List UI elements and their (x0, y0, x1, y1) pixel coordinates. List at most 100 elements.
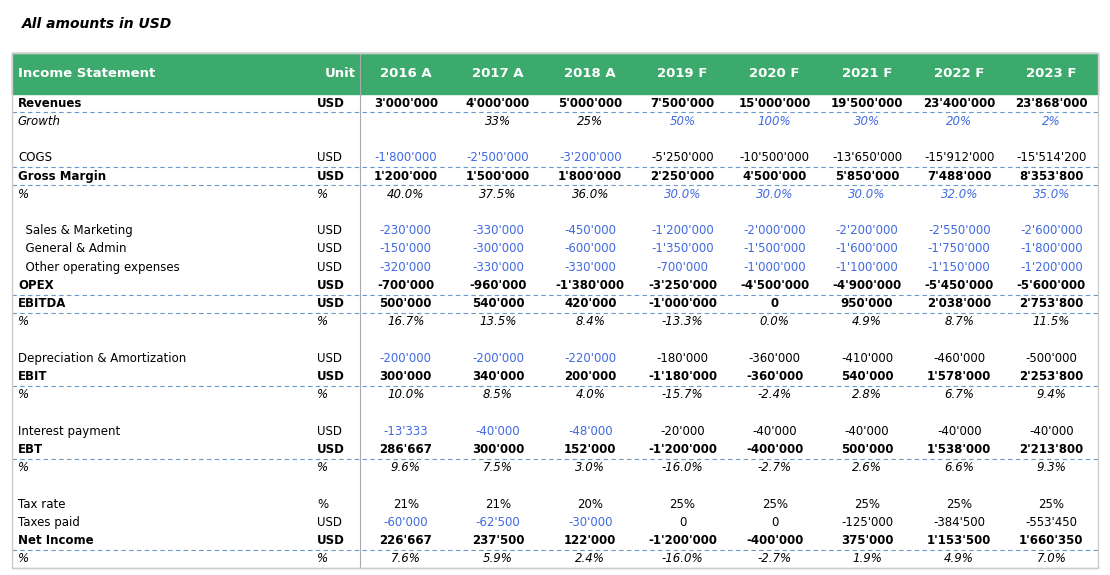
Text: 1'500'000: 1'500'000 (466, 170, 531, 183)
Text: 23'868'000: 23'868'000 (1016, 97, 1088, 110)
Text: -2'600'000: -2'600'000 (1020, 224, 1082, 237)
Text: 1'660'350: 1'660'350 (1019, 534, 1083, 547)
Text: -1'200'000: -1'200'000 (648, 534, 717, 547)
Text: 2019 F: 2019 F (657, 67, 708, 80)
Text: USD: USD (317, 297, 345, 310)
Text: Unit: Unit (324, 67, 355, 80)
Text: 25%: 25% (761, 497, 788, 511)
Text: 340'000: 340'000 (472, 370, 524, 383)
Text: General & Admin: General & Admin (18, 243, 127, 255)
Text: -600'000: -600'000 (564, 243, 616, 255)
Text: 2020 F: 2020 F (749, 67, 800, 80)
Text: -1'180'000: -1'180'000 (648, 370, 717, 383)
Text: 2017 A: 2017 A (472, 67, 524, 80)
Text: 226'667: 226'667 (380, 534, 432, 547)
Text: USD: USD (317, 370, 345, 383)
Text: 50%: 50% (669, 115, 696, 128)
Text: All amounts in USD: All amounts in USD (22, 17, 172, 31)
Text: Income Statement: Income Statement (18, 67, 155, 80)
Text: 2016 A: 2016 A (380, 67, 432, 80)
Text: -3'200'000: -3'200'000 (559, 151, 622, 164)
Text: 2021 F: 2021 F (841, 67, 892, 80)
Text: %: % (317, 497, 329, 511)
Text: -40'000: -40'000 (845, 425, 889, 438)
Text: USD: USD (317, 279, 345, 292)
Text: %: % (18, 552, 29, 565)
Text: 540'000: 540'000 (840, 370, 894, 383)
Text: 8.4%: 8.4% (575, 315, 605, 328)
Text: -1'000'000: -1'000'000 (648, 297, 717, 310)
Text: USD: USD (317, 224, 342, 237)
Text: -40'000: -40'000 (937, 425, 981, 438)
Text: USD: USD (317, 516, 342, 529)
Text: 4'000'000: 4'000'000 (466, 97, 531, 110)
Text: 4'500'000: 4'500'000 (743, 170, 807, 183)
Text: USD: USD (317, 243, 342, 255)
Text: -400'000: -400'000 (746, 443, 804, 456)
Text: 25%: 25% (854, 497, 880, 511)
Text: 237'500: 237'500 (472, 534, 524, 547)
Text: USD: USD (317, 151, 342, 164)
Text: 1'200'000: 1'200'000 (374, 170, 437, 183)
Text: 2.4%: 2.4% (575, 552, 605, 565)
Text: 8'353'800: 8'353'800 (1019, 170, 1083, 183)
Text: Sales & Marketing: Sales & Marketing (18, 224, 132, 237)
Text: Depreciation & Amortization: Depreciation & Amortization (18, 352, 186, 365)
Text: 13.5%: 13.5% (480, 315, 517, 328)
Text: -13'650'000: -13'650'000 (831, 151, 902, 164)
Text: 35.0%: 35.0% (1032, 188, 1070, 201)
Text: 4.9%: 4.9% (852, 315, 882, 328)
Text: -2.7%: -2.7% (758, 552, 791, 565)
Text: 2023 F: 2023 F (1026, 67, 1077, 80)
Text: 33%: 33% (485, 115, 511, 128)
Text: -48'000: -48'000 (568, 425, 613, 438)
Text: -5'250'000: -5'250'000 (652, 151, 714, 164)
Text: 25%: 25% (669, 497, 696, 511)
Text: %: % (18, 315, 29, 328)
Text: -125'000: -125'000 (841, 516, 894, 529)
Text: 36.0%: 36.0% (572, 188, 609, 201)
Text: -1'200'000: -1'200'000 (1020, 260, 1082, 274)
Text: -360'000: -360'000 (746, 370, 804, 383)
Text: EBIT: EBIT (18, 370, 48, 383)
Text: -1'750'000: -1'750'000 (928, 243, 990, 255)
Text: 9.4%: 9.4% (1037, 388, 1067, 401)
Text: EBITDA: EBITDA (18, 297, 67, 310)
Text: -10'500'000: -10'500'000 (739, 151, 809, 164)
Text: -5'600'000: -5'600'000 (1017, 279, 1086, 292)
Text: -16.0%: -16.0% (662, 461, 704, 474)
Text: 7.5%: 7.5% (483, 461, 513, 474)
Text: 286'667: 286'667 (380, 443, 432, 456)
Text: -13'333: -13'333 (383, 425, 428, 438)
Text: 200'000: 200'000 (564, 370, 616, 383)
Text: 375'000: 375'000 (840, 534, 894, 547)
Text: -200'000: -200'000 (380, 352, 432, 365)
Text: 8.7%: 8.7% (945, 315, 975, 328)
Text: -16.0%: -16.0% (662, 552, 704, 565)
Text: -553'450: -553'450 (1026, 516, 1078, 529)
Text: Other operating expenses: Other operating expenses (18, 260, 180, 274)
Text: -230'000: -230'000 (380, 224, 432, 237)
Text: 21%: 21% (393, 497, 418, 511)
Text: 25%: 25% (577, 115, 604, 128)
Text: -400'000: -400'000 (746, 534, 804, 547)
Text: -4'500'000: -4'500'000 (740, 279, 809, 292)
Text: 500'000: 500'000 (380, 297, 432, 310)
Text: Gross Margin: Gross Margin (18, 170, 107, 183)
Text: 20%: 20% (946, 115, 972, 128)
Text: %: % (18, 461, 29, 474)
Text: -200'000: -200'000 (472, 352, 524, 365)
Text: 30%: 30% (854, 115, 880, 128)
Text: Taxes paid: Taxes paid (18, 516, 80, 529)
Text: USD: USD (317, 425, 342, 438)
Text: 420'000: 420'000 (564, 297, 616, 310)
Text: 1'800'000: 1'800'000 (558, 170, 623, 183)
Text: -2'200'000: -2'200'000 (836, 224, 898, 237)
Text: EBT: EBT (18, 443, 43, 456)
Text: 9.3%: 9.3% (1037, 461, 1067, 474)
Text: -1'800'000: -1'800'000 (374, 151, 437, 164)
Text: -1'350'000: -1'350'000 (652, 243, 714, 255)
Text: 540'000: 540'000 (472, 297, 524, 310)
Text: 3.0%: 3.0% (575, 461, 605, 474)
Text: 0: 0 (679, 516, 686, 529)
